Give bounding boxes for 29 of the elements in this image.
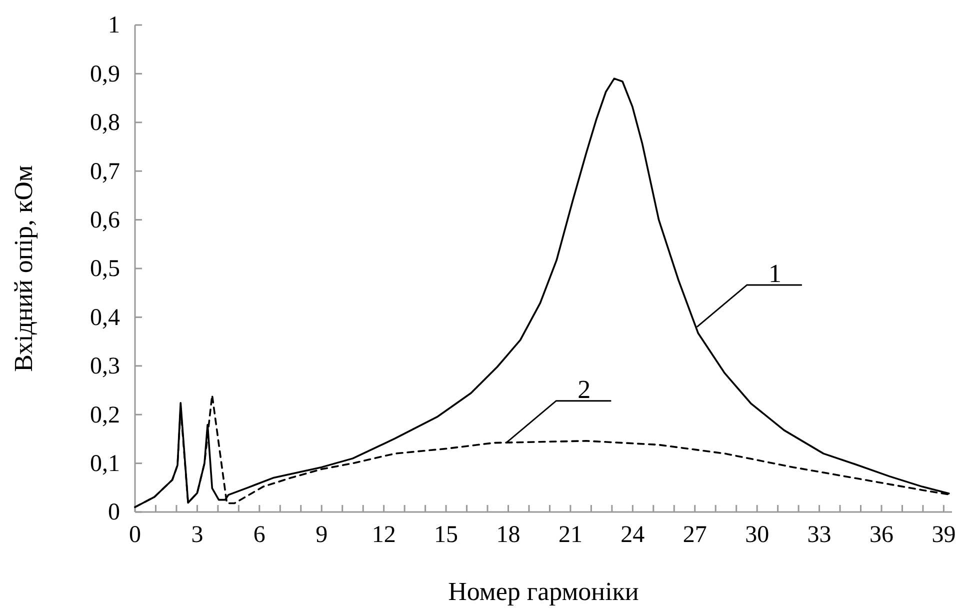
x-tick-label: 27 <box>682 522 707 548</box>
y-tick-label: 0,4 <box>90 304 120 331</box>
x-tick-label: 18 <box>496 522 520 548</box>
annotation: 1 <box>768 258 782 288</box>
y-tick-label: 0,9 <box>90 61 120 88</box>
x-tick-label: 0 <box>129 522 141 548</box>
annotation: 2 <box>578 374 591 404</box>
y-axis-title: Вхідний опір, кОм <box>9 165 38 372</box>
x-tick-label: 24 <box>620 522 645 548</box>
x-tick-label: 3 <box>191 522 204 548</box>
x-tick-label: 12 <box>372 522 396 548</box>
y-tick-label: 0,6 <box>90 207 120 234</box>
x-axis-title: Номер гармоніки <box>448 577 639 606</box>
x-tick-label: 6 <box>253 522 266 548</box>
x-tick-label: 33 <box>807 522 832 548</box>
y-tick-label: 0 <box>108 500 120 526</box>
x-tick-label: 15 <box>434 522 458 548</box>
y-tick-label: 0,7 <box>90 158 120 185</box>
x-tick-label: 30 <box>745 522 770 548</box>
x-tick-label: 21 <box>558 522 582 548</box>
y-tick-label: 0,8 <box>90 110 120 136</box>
y-tick-label: 0,3 <box>90 354 120 380</box>
y-tick-label: 0,2 <box>90 402 120 428</box>
x-tick-label: 9 <box>316 522 328 548</box>
y-tick-label: 1 <box>108 12 120 39</box>
y-tick-label: 0,1 <box>90 450 120 477</box>
y-tick-label: 0,5 <box>90 256 120 282</box>
x-tick-label: 39 <box>932 522 956 548</box>
x-tick-label: 36 <box>869 522 894 548</box>
